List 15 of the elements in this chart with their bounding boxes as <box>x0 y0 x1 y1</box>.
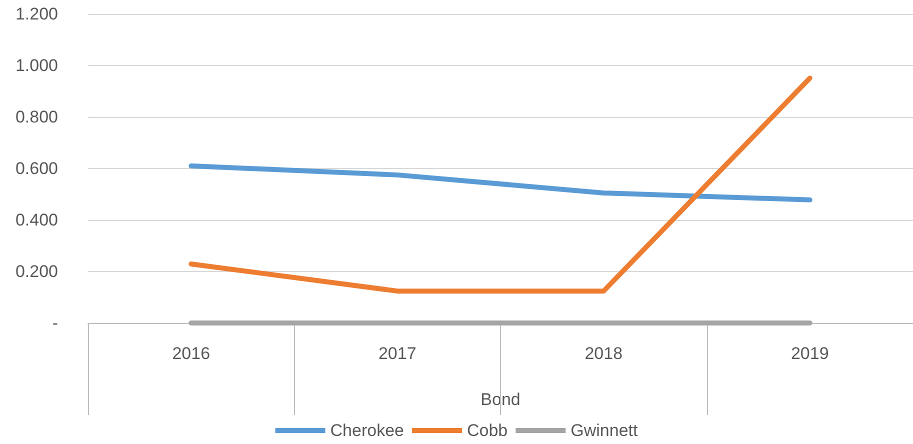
x-tick-label: 2019 <box>790 344 829 363</box>
legend-label: Cherokee <box>330 421 404 440</box>
y-tick-label: 0.800 <box>15 108 58 126</box>
y-tick-label: 0.600 <box>15 159 58 178</box>
y-tick-label: - <box>52 314 58 332</box>
y-tick-label: 1.000 <box>15 56 58 75</box>
y-tick-label: 0.400 <box>15 210 58 230</box>
x-tick-label: 2016 <box>172 344 210 363</box>
legend-label: Cobb <box>466 421 508 440</box>
y-tick-label: 1.200 <box>15 4 58 24</box>
x-axis-title: Bond <box>480 390 520 409</box>
x-tick-label: 2018 <box>584 344 623 363</box>
y-tick-label: 0.200 <box>15 262 58 281</box>
legend-label: Gwinnett <box>570 421 638 440</box>
x-tick-label: 2017 <box>378 344 416 363</box>
